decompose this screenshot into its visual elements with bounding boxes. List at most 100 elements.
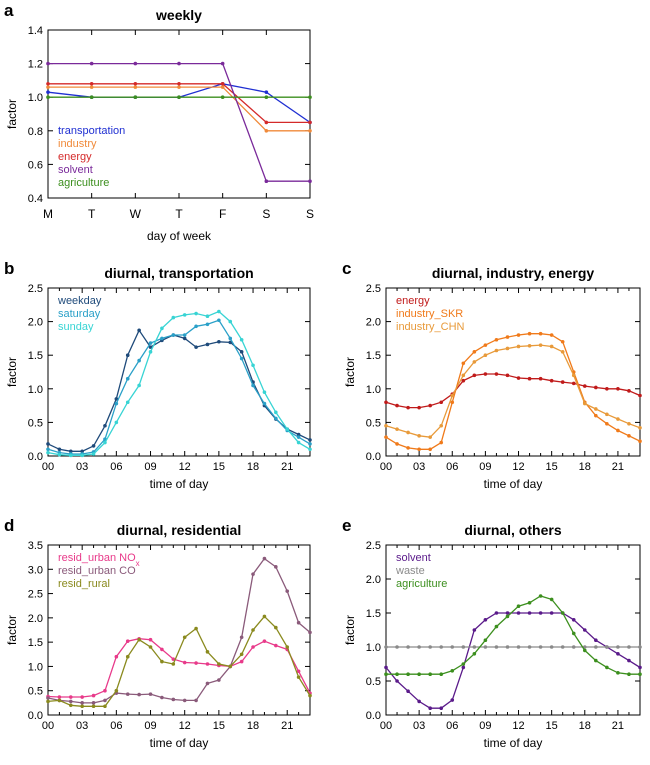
data-point	[228, 319, 233, 324]
y-tick-label: 1.5	[366, 350, 381, 362]
data-point	[308, 95, 312, 99]
data-point	[450, 669, 455, 673]
legend-entry: weekday	[57, 295, 102, 307]
data-point	[239, 356, 244, 361]
data-point	[125, 353, 130, 358]
data-point	[384, 423, 388, 428]
series-line-weekday	[47, 328, 311, 452]
y-tick-label: 3.0	[28, 564, 43, 576]
data-point	[395, 645, 399, 649]
x-tick-label: 21	[281, 461, 293, 473]
data-point	[80, 453, 84, 458]
data-point	[417, 434, 421, 438]
data-point	[549, 645, 554, 649]
data-point	[594, 385, 598, 390]
data-point	[103, 440, 107, 445]
data-point	[395, 442, 399, 446]
data-point	[308, 120, 312, 125]
legend-entry: agriculture	[396, 578, 447, 590]
data-point	[125, 376, 130, 381]
x-tick-label: 12	[179, 720, 191, 732]
data-point	[395, 672, 399, 676]
data-point	[182, 333, 187, 337]
data-point	[428, 447, 432, 452]
legend-entry: energy	[396, 295, 430, 307]
data-point	[182, 698, 187, 703]
x-tick-label: 03	[413, 720, 425, 732]
data-point	[285, 427, 290, 431]
data-point	[114, 420, 119, 425]
data-point	[450, 400, 455, 405]
data-point	[538, 645, 543, 649]
data-point	[205, 322, 210, 327]
series-line-resid-urban-nox	[47, 638, 311, 698]
y-tick-label: 2.5	[28, 589, 43, 601]
panel-e: 0.0 0.5 1.0 1.5 2.0 2.5 00 03 06 09 12 15 18 21 time o…	[342, 516, 642, 750]
data-point	[417, 447, 421, 452]
data-point	[217, 318, 221, 323]
data-point	[638, 439, 642, 444]
data-point	[308, 179, 312, 183]
data-point	[616, 645, 620, 649]
series-line-energy	[385, 373, 641, 409]
data-point	[439, 672, 444, 676]
data-point	[571, 631, 576, 636]
y-tick-label: 1.0	[28, 661, 43, 673]
data-point	[384, 665, 388, 670]
data-point	[46, 85, 50, 89]
y-tick-label: 0.5	[28, 686, 43, 698]
data-point	[571, 618, 576, 622]
data-point	[205, 342, 210, 347]
data-point	[137, 328, 141, 333]
data-point	[461, 665, 466, 670]
data-point	[483, 343, 488, 347]
data-point	[571, 645, 576, 649]
x-tick-label: 06	[446, 461, 458, 473]
y-tick-label: 1.5	[28, 637, 43, 649]
x-tick-label: T	[175, 207, 183, 221]
data-point	[177, 61, 181, 66]
data-point	[125, 639, 130, 643]
x-axis-label: day of week	[147, 229, 212, 243]
panel-letter: c	[342, 259, 351, 278]
data-point	[205, 314, 210, 319]
data-point	[274, 643, 278, 648]
data-point	[406, 405, 410, 410]
data-point	[616, 671, 620, 675]
data-point	[148, 645, 153, 649]
data-point	[538, 343, 543, 347]
data-point	[89, 81, 94, 86]
panel-letter: a	[4, 1, 14, 20]
data-point	[538, 331, 543, 336]
data-point	[638, 645, 642, 649]
data-point	[505, 611, 510, 615]
data-point	[461, 378, 466, 383]
data-point	[505, 645, 510, 649]
data-point	[91, 701, 96, 705]
data-point	[395, 403, 399, 408]
data-point	[428, 706, 432, 710]
data-point	[80, 695, 84, 699]
data-point	[220, 61, 225, 66]
data-point	[274, 410, 278, 415]
data-point	[406, 430, 410, 435]
data-point	[538, 376, 543, 381]
data-point	[395, 427, 399, 431]
data-point	[205, 650, 210, 654]
x-tick-label: 12	[512, 461, 524, 473]
data-point	[494, 645, 499, 649]
data-point	[148, 692, 153, 696]
data-point	[137, 692, 141, 697]
x-tick-label: 06	[110, 720, 122, 732]
data-point	[262, 639, 267, 643]
y-tick-label: 2.0	[28, 317, 43, 329]
data-point	[57, 695, 62, 699]
x-tick-label: 21	[281, 720, 293, 732]
y-tick-label: 0.0	[366, 710, 381, 722]
data-point	[594, 658, 598, 663]
data-point	[605, 665, 609, 670]
data-point	[194, 661, 198, 665]
y-tick-label: 0.5	[366, 676, 381, 688]
data-point	[194, 324, 198, 329]
series-line-industry-chn	[385, 344, 641, 438]
